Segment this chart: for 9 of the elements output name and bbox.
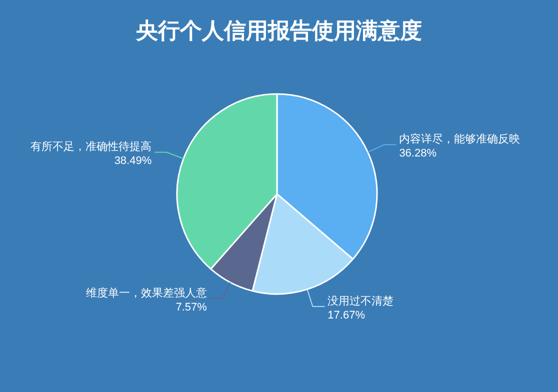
data-label: 38.49% bbox=[114, 155, 152, 168]
slice-label: 有所不足，准确性待提高 bbox=[30, 140, 152, 154]
data-label: 17.67% bbox=[328, 309, 366, 322]
slice-label: 没用过不清楚 bbox=[328, 294, 394, 308]
slice-label: 维度单一，效果差强人意 bbox=[86, 286, 207, 300]
data-label: 7.57% bbox=[176, 301, 208, 314]
chart-title: 央行个人信用报告使用满意度 bbox=[136, 18, 422, 43]
slice-label: 内容详尽，能够准确反映 bbox=[399, 132, 520, 146]
data-label: 36.28% bbox=[399, 148, 437, 160]
